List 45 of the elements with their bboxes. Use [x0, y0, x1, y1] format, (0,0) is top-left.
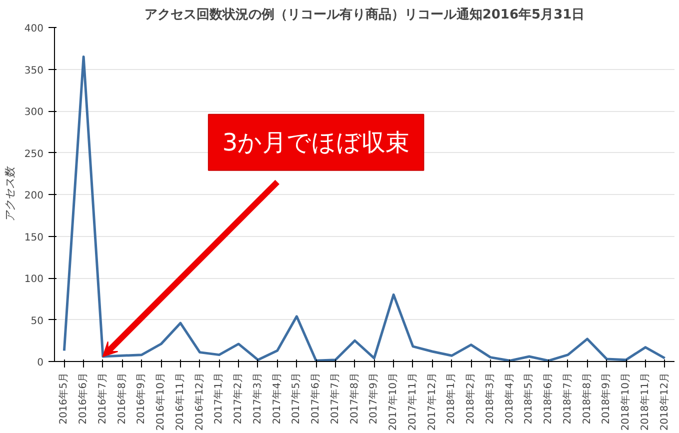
y-tick-label: 200	[24, 190, 44, 202]
x-tick-label: 2018年2月	[464, 372, 477, 424]
x-tick-label: 2018年1月	[445, 372, 458, 424]
x-tick-label: 2018年11月	[638, 372, 651, 431]
x-tick-label: 2016年6月	[77, 372, 90, 424]
x-tick-label: 2017年10月	[387, 372, 400, 431]
x-tick-label: 2016年10月	[154, 372, 167, 431]
x-tick-label: 2016年9月	[135, 372, 148, 424]
x-tick-label: 2017年12月	[426, 372, 438, 431]
y-tick-label: 300	[24, 107, 44, 118]
x-tick-label: 2016年7月	[96, 372, 108, 424]
x-tick-label: 2018年12月	[658, 372, 670, 431]
x-tick-label: 2018年8月	[580, 372, 593, 424]
y-tick-label: 150	[24, 232, 44, 244]
x-tick-label: 2016年12月	[193, 372, 206, 431]
y-axis-title: アクセス数	[3, 166, 16, 222]
x-tick-label: 2017年3月	[251, 372, 264, 424]
x-tick-label: 2018年10月	[620, 372, 632, 431]
y-tick-label: 50	[30, 316, 44, 327]
x-tick-label: 2017年6月	[310, 372, 322, 424]
x-tick-label: 2018年3月	[484, 372, 496, 424]
line-series	[62, 55, 666, 362]
x-tick-label: 2018年9月	[600, 372, 612, 424]
x-tick-label: 2017年2月	[232, 372, 244, 424]
y-tick-label: 100	[24, 274, 44, 285]
x-tick-label: 2017年1月	[212, 372, 225, 424]
x-tick-label: 2017年4月	[270, 372, 283, 424]
y-tick-label: 400	[24, 24, 44, 34]
y-tick-label: 350	[24, 65, 44, 76]
annotation: 3か月でほぼ収束	[222, 128, 410, 156]
x-tick-label: 2018年7月	[561, 372, 574, 424]
x-tick-label: 2017年11月	[406, 372, 418, 431]
x-tick-label: 2018年5月	[522, 372, 535, 424]
x-tick-label: 2017年8月	[348, 372, 360, 424]
x-tick-label: 2016年8月	[116, 372, 128, 424]
x-tick-label: 2016年5月	[58, 372, 70, 424]
x-tick-label: 2018年4月	[503, 372, 516, 424]
x-tick-label: 2018年6月	[542, 372, 554, 424]
y-tick-label: 0	[37, 358, 44, 368]
x-tick-label: 2016年11月	[174, 372, 186, 431]
x-tick-label: 2017年9月	[368, 372, 380, 424]
chart-title: アクセス回数状況の例（リコール有り商品）リコール通知2016年5月31日	[144, 6, 585, 22]
x-tick-label: 2017年7月	[328, 372, 341, 424]
x-tick-label: 2017年5月	[290, 372, 302, 424]
y-tick-label: 250	[24, 148, 44, 160]
